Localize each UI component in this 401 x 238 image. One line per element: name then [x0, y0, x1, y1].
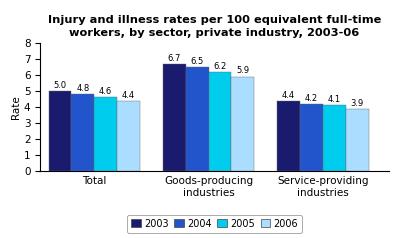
Legend: 2003, 2004, 2005, 2006: 2003, 2004, 2005, 2006	[127, 215, 302, 233]
Bar	[186, 67, 209, 171]
Text: 3.9: 3.9	[350, 99, 364, 108]
Bar	[209, 72, 231, 171]
Text: 6.5: 6.5	[190, 57, 204, 66]
Title: Injury and illness rates per 100 equivalent full-time
workers, by sector, privat: Injury and illness rates per 100 equival…	[48, 15, 381, 38]
Text: 5.9: 5.9	[236, 66, 249, 75]
Text: 4.2: 4.2	[305, 94, 318, 103]
Bar	[94, 98, 117, 171]
Bar	[231, 77, 254, 171]
Bar	[300, 104, 323, 171]
Text: 4.1: 4.1	[328, 95, 341, 104]
Text: 4.4: 4.4	[282, 90, 295, 99]
Bar	[71, 94, 94, 171]
Bar	[49, 91, 71, 171]
Text: 6.7: 6.7	[168, 54, 181, 63]
Text: 4.4: 4.4	[122, 90, 135, 99]
Text: 5.0: 5.0	[53, 81, 67, 90]
Text: 4.8: 4.8	[76, 84, 89, 93]
Bar	[323, 105, 346, 171]
Bar	[117, 101, 140, 171]
Text: 4.6: 4.6	[99, 87, 112, 96]
Bar	[346, 109, 369, 171]
Bar	[277, 101, 300, 171]
Y-axis label: Rate: Rate	[11, 95, 21, 119]
Bar	[163, 64, 186, 171]
Text: 6.2: 6.2	[213, 62, 227, 71]
